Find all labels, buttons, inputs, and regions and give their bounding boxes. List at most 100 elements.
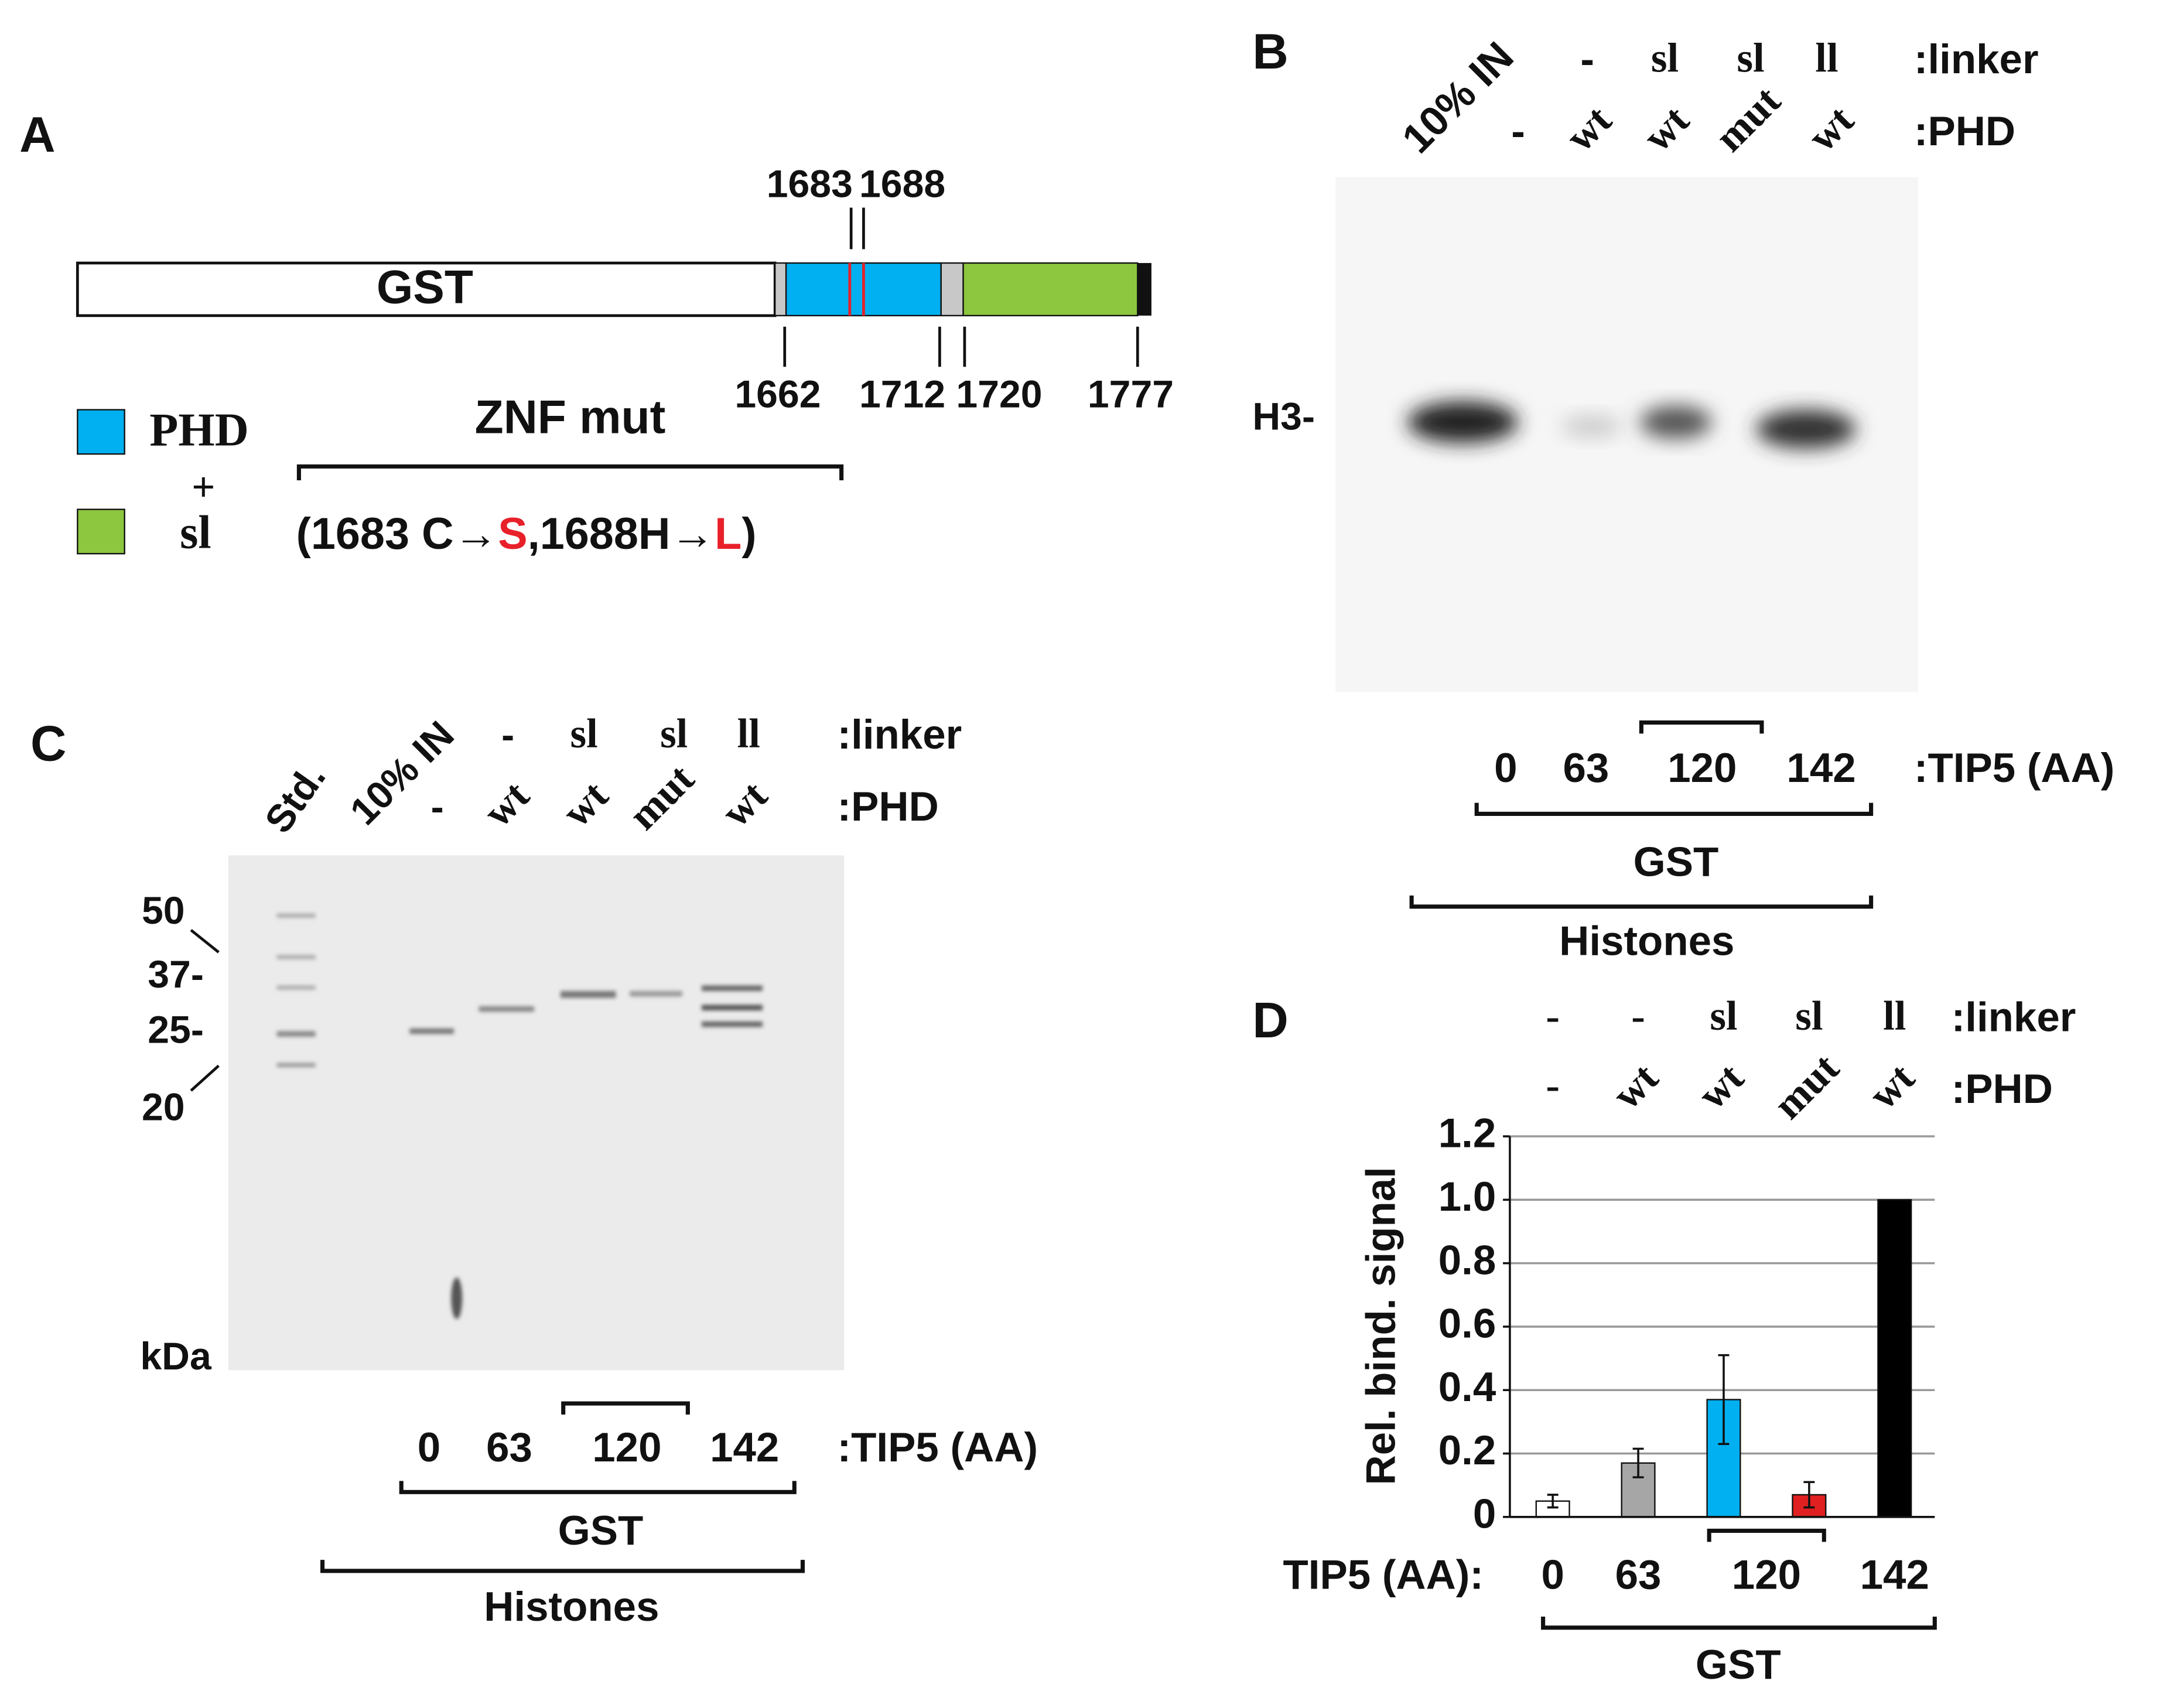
- position-label: 1688: [859, 163, 945, 206]
- marker-label: 25-: [148, 1008, 204, 1051]
- gel: [228, 855, 845, 1371]
- mut-part: S: [498, 510, 527, 559]
- panel-b: B 10% IN - sl sl ll :linker - wt wt mut …: [1252, 24, 2114, 964]
- phd-label: wt: [1604, 1055, 1667, 1118]
- panel-label: B: [1252, 24, 1288, 80]
- row-label: :linker: [1952, 994, 2076, 1040]
- mut-text: (1683 C→S,1688H→L): [296, 510, 757, 559]
- x-tick-label: 120: [1732, 1552, 1801, 1598]
- linker-label: sl: [1795, 993, 1823, 1039]
- bracket: [399, 1481, 797, 1494]
- band: [1640, 405, 1712, 439]
- x-tick-label: 0: [1541, 1552, 1564, 1598]
- band: [276, 913, 316, 918]
- group-label: Histones: [1559, 918, 1734, 964]
- phd-label: -: [431, 785, 444, 829]
- phd-label: wt: [1557, 97, 1621, 160]
- tip5-label: 0: [1494, 745, 1517, 791]
- linker-label: ll: [1815, 36, 1838, 81]
- bracket: [561, 1401, 690, 1415]
- panel-d: D Rel. bind. signal :linker :PHD TIP5 (A…: [1252, 993, 2076, 1688]
- band: [276, 985, 316, 990]
- bracket: [1639, 720, 1764, 734]
- phd-label: wt: [553, 773, 617, 836]
- linker-label: -: [501, 713, 514, 757]
- phd-label: wt: [1799, 97, 1863, 160]
- group-label: Histones: [484, 1584, 659, 1630]
- phd-label: mut: [1707, 77, 1790, 160]
- mut-title: ZNF mut: [475, 391, 666, 444]
- bracket: [1707, 1528, 1826, 1542]
- position-label: 1777: [1088, 373, 1174, 416]
- group-label: GST: [1696, 1642, 1781, 1688]
- band: [701, 1021, 763, 1027]
- phd-label: wt: [713, 773, 776, 836]
- lane-label: 10% IN: [342, 713, 463, 833]
- phd-label: wt: [1689, 1055, 1752, 1118]
- legend-label: sl: [180, 506, 211, 558]
- bracket: [1409, 895, 1874, 909]
- band: [276, 1031, 316, 1037]
- gel-bands: [276, 913, 763, 1319]
- linker-label: sl: [1737, 36, 1764, 81]
- artifact: [451, 1277, 463, 1319]
- phd-label: wt: [475, 773, 538, 836]
- linker-label: sl: [1651, 36, 1679, 81]
- marker-label: 50: [142, 889, 185, 932]
- mut-part: ): [741, 510, 756, 559]
- y-tick-label: 0.4: [1438, 1364, 1496, 1410]
- mut-part: ,1688H→: [528, 510, 715, 559]
- linker-label: -: [1546, 993, 1560, 1039]
- plus: +: [192, 464, 215, 510]
- x-tick-label: 63: [1615, 1552, 1662, 1598]
- linker-label: -: [1631, 993, 1645, 1039]
- phd-label: wt: [1860, 1055, 1923, 1118]
- phd-label: -: [1546, 1063, 1560, 1108]
- band: [479, 1006, 535, 1012]
- position-label: 1662: [734, 373, 821, 416]
- y-axis-label: Rel. bind. signal: [1358, 1167, 1404, 1485]
- tip5-label: 0: [418, 1425, 440, 1471]
- linker-label: sl: [1710, 993, 1737, 1039]
- panel-label: D: [1252, 993, 1288, 1048]
- position-label: 1712: [859, 373, 945, 416]
- group-label: GST: [1634, 839, 1719, 886]
- position-label: 1683: [767, 163, 853, 206]
- bar: [1877, 1199, 1912, 1518]
- unit-label: kDa: [140, 1335, 212, 1378]
- y-tick-label: 1.0: [1438, 1174, 1496, 1220]
- phd-label: -: [1511, 108, 1525, 155]
- bracket: [1474, 802, 1874, 817]
- band: [409, 1028, 454, 1034]
- domain-label: GST: [377, 261, 473, 314]
- x-tick-label: 142: [1860, 1552, 1929, 1598]
- band: [701, 1005, 763, 1011]
- band: [276, 955, 316, 959]
- panel-c: C Std. 10% IN - sl sl ll :linker - wt wt…: [30, 711, 1038, 1630]
- y-tick-label: 0.8: [1438, 1237, 1496, 1283]
- lane-label: Std.: [257, 756, 334, 841]
- group-label: GST: [558, 1508, 644, 1554]
- x-axis-label: TIP5 (AA):: [1283, 1552, 1484, 1598]
- mut-part: (1683 C→: [296, 510, 498, 559]
- linker-box: [774, 262, 787, 317]
- marker-label: 37-: [148, 953, 204, 996]
- panel-a: A GST 1683 1688 1662 1712 1720 1777 PHD …: [19, 107, 1174, 559]
- band: [1756, 409, 1856, 449]
- end-box: [1137, 263, 1151, 316]
- mut-part: L: [715, 510, 741, 559]
- row-label: :PHD: [1952, 1066, 2053, 1112]
- row-label: :TIP5 (AA): [838, 1425, 1038, 1471]
- row-label: :PHD: [838, 784, 939, 830]
- tip5-label: 120: [592, 1425, 661, 1471]
- row-label: :TIP5 (AA): [1914, 745, 2115, 791]
- phd-label: mut: [1765, 1045, 1848, 1128]
- sl-box: [962, 262, 1139, 317]
- linker-label: sl: [660, 711, 688, 757]
- linker-label: ll: [737, 711, 760, 757]
- band: [630, 990, 682, 997]
- band: [276, 1063, 316, 1067]
- y-tick-label: 0.2: [1438, 1427, 1496, 1474]
- bracket: [296, 464, 844, 481]
